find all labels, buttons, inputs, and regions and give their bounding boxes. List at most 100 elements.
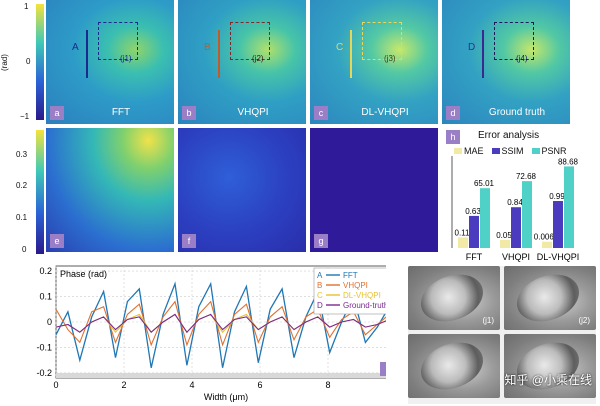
error-bar-mae [500,239,510,248]
legend-series-name: FFT [343,271,358,280]
x-tick-label: 2 [121,380,126,390]
series-line-vhqpi [55,300,386,347]
series-line-ground-truth [55,313,386,334]
inset-j1: (j1) [408,266,500,330]
y-tick-label: -0.1 [36,342,52,352]
panel-a: A (j1) a FFT [46,0,174,124]
panel-tag: c [314,106,328,120]
panel-title: Ground truth [488,107,546,118]
panel-e: e [46,128,174,252]
error-bars: 0.11 0.63 65.01 FFT 0.05 0.84 72.68 VHQPI 0.0065… [451,156,580,262]
y-tick-label: 0.2 [39,266,52,276]
legend-series-name: Ground-truth [343,301,386,310]
error-bar-mae [458,237,468,248]
error-bar-psnr [522,181,532,248]
profile-letter: B [204,42,211,53]
legend-swatch [531,148,540,154]
colorbar-mid-tick: 0 [22,245,27,254]
legend-item: SSIM [491,146,524,156]
error-analysis-panel: h Error analysis MAE SSIM PSNR 0.11 0.63 6… [444,130,600,264]
inset-label: (j1) [482,316,494,325]
error-value-label: 0.84 [507,198,523,207]
colorbar-top-tick: 1 [24,2,29,11]
colorbar-mid-tick: 0.3 [16,150,28,159]
profile-line [86,30,88,78]
error-bar-mae [542,241,552,248]
error-group-label: VHQPI [502,252,530,262]
phase-line-chart: 0.20.10-0.1-0.20246810Phase (rad)Width (… [36,265,386,402]
panel-tag: f [182,234,196,248]
colorbar-top-tick: −1 [20,112,30,121]
roi-label: (j1) [120,54,132,63]
roi-box [362,22,402,60]
roi-label: (j2) [252,54,264,63]
colorbar-mid-tick: 0.2 [16,181,28,190]
error-value-label: 72.68 [516,172,537,181]
panel-tag: e [50,234,64,248]
plot-shaded-band [56,372,386,378]
watermark: 知乎 @小乘在线 [504,373,592,387]
legend-item: PSNR [531,146,567,156]
profile-letter: D [468,42,476,53]
panel-tag: a [50,106,64,120]
legend-swatch [491,148,500,154]
x-tick-label: 0 [53,380,58,390]
profile-line [482,30,484,78]
inset-j2: (j2) [504,266,596,330]
legend-item: MAE [454,146,484,156]
panel-d: D (j4) d Ground truth [442,0,570,124]
roi-box [230,22,270,60]
error-analysis-title: Error analysis [478,130,540,141]
error-legend: MAE SSIM PSNR [454,146,567,156]
legend-series-name: DL-VHQPI [343,291,381,300]
panel-tag: b [182,106,196,120]
x-tick-label: 6 [257,380,262,390]
panel-tag: h [446,130,460,144]
colorbar-top-tick: 0 [26,57,31,66]
panel-g: g [310,128,438,252]
legend-letter: C [317,291,323,300]
error-bar-psnr [480,188,490,248]
chart-title: Phase (rad) [60,269,107,279]
error-group-label: FFT [466,252,483,262]
error-value-label: 0.05 [496,231,512,240]
legend-letter: D [317,301,323,310]
colorbar-top-unit: (rad) [0,54,9,71]
legend-series-name: VHQPI [343,281,368,290]
error-value-label: 0.63 [465,207,481,216]
panel-tag-box [380,362,386,376]
colorbar-mid-tick: 0.1 [16,213,28,222]
profile-letter: C [336,42,344,53]
legend-letter: B [317,281,322,290]
y-tick-label: -0.2 [36,368,52,378]
panel-c: C (j3) c DL-VHQPI [310,0,438,124]
roi-box [98,22,138,60]
profile-line [218,30,220,78]
error-value-label: 0.11 [455,228,471,237]
x-tick-label: 4 [189,380,194,390]
legend-letter: A [317,271,323,280]
panel-b: B (j2) b VHQPI [178,0,306,124]
error-value-label: 0.99 [549,192,565,201]
inset-label: (j2) [578,316,590,325]
y-tick-label: 0.1 [39,292,52,302]
error-value-label: 65.01 [474,179,495,188]
colorbar-top [36,4,44,120]
error-bar-ssim [511,207,521,248]
x-axis-label: Width (μm) [204,392,248,402]
panel-title: VHQPI [237,107,269,118]
inset-grid: (j1) (j2) 知乎 @小乘在线 [408,266,596,404]
error-group-label: DL-VHQPI [537,252,580,262]
roi-label: (j3) [384,54,396,63]
legend-swatch [454,148,462,154]
y-tick-label: 0 [47,317,52,327]
error-value-label: 0.0065 [534,233,559,242]
error-bar-ssim [469,215,479,248]
panel-tag: d [446,106,460,120]
roi-box [494,22,534,60]
profile-line [350,30,352,78]
panel-tag: g [314,234,328,248]
x-tick-label: 8 [325,380,330,390]
inset-j3 [408,334,500,398]
error-bar-psnr [564,166,574,248]
